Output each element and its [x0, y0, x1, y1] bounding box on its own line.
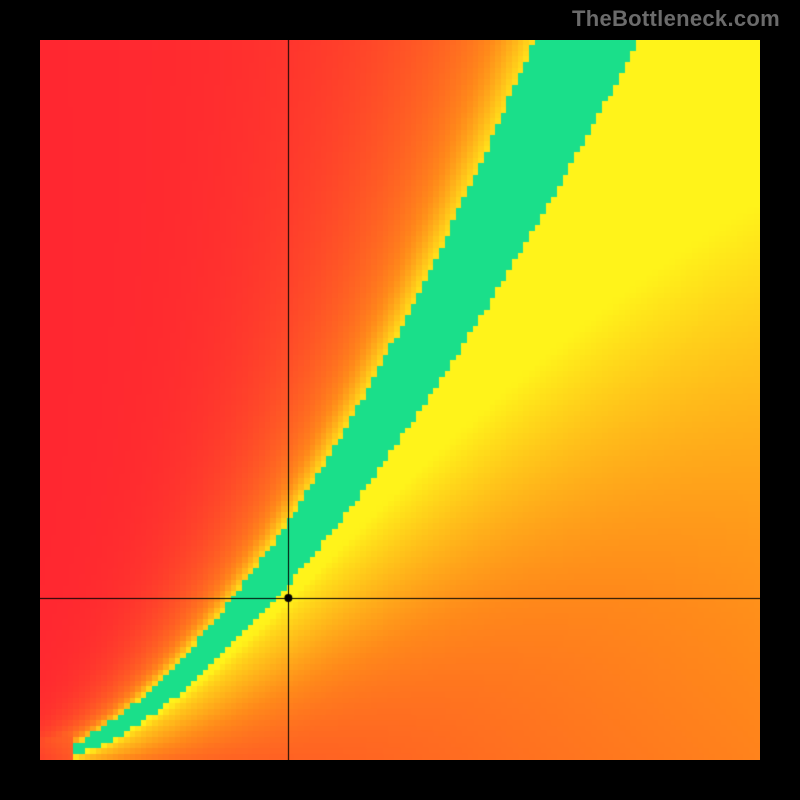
heatmap-plot: [40, 40, 760, 760]
watermark-text: TheBottleneck.com: [572, 6, 780, 32]
heatmap-canvas: [40, 40, 760, 760]
